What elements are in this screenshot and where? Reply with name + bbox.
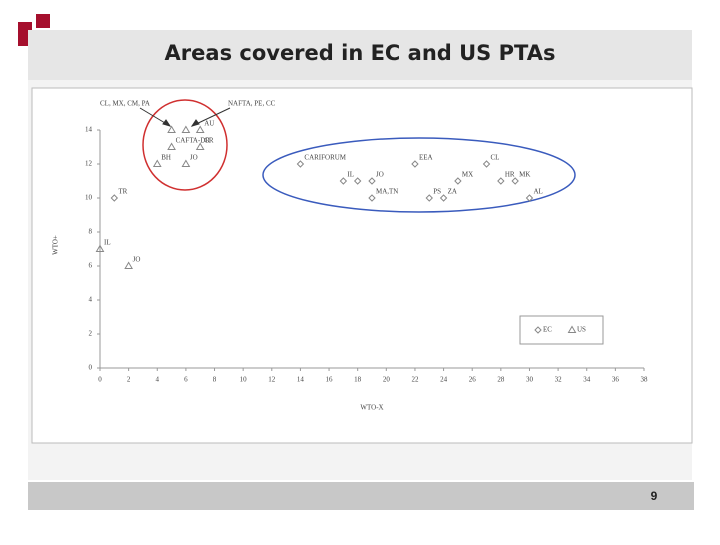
x-tick-label: 22	[411, 376, 419, 384]
point-label: PS	[433, 188, 441, 196]
highlight-ellipse	[142, 99, 228, 191]
point-label: IL	[347, 171, 354, 179]
point-label: EEA	[419, 154, 433, 162]
point-label: MK	[519, 171, 530, 179]
x-tick-label: 2	[127, 376, 131, 384]
diamond-marker	[353, 177, 362, 185]
legend-label: US	[577, 326, 586, 334]
point-label: JO	[376, 171, 384, 179]
diamond-marker	[454, 177, 462, 185]
x-tick-label: 10	[240, 376, 248, 384]
triangle-marker	[195, 125, 205, 133]
point-label: CR	[204, 137, 214, 145]
triangle-marker	[181, 159, 191, 167]
point-label: CL	[491, 154, 500, 162]
point-label: CAFTA-DR	[176, 137, 211, 145]
diamond-marker	[497, 177, 505, 185]
point-label: JO	[133, 256, 141, 264]
x-tick-label: 8	[213, 376, 217, 384]
diamond-marker	[411, 160, 419, 168]
x-tick-label: 38	[641, 376, 649, 384]
x-tick-label: 32	[555, 376, 563, 384]
footer-band	[28, 482, 694, 510]
triangle-marker	[195, 142, 205, 150]
x-tick-label: 34	[583, 376, 591, 384]
x-tick-label: 18	[354, 376, 362, 384]
point-label: JO	[190, 154, 198, 162]
x-axis-label: WTO-X	[360, 404, 383, 412]
y-tick-label: 4	[89, 296, 93, 304]
triangle-marker	[167, 142, 176, 150]
annotation-arrows	[139, 107, 231, 127]
y-axis-label: WTO+	[52, 235, 60, 255]
x-tick-label: 24	[440, 376, 448, 384]
diamond-marker	[534, 326, 542, 334]
diamond-marker	[482, 160, 491, 168]
diamond-marker	[339, 177, 348, 185]
diamond-marker	[525, 194, 534, 202]
point-label: ZA	[448, 188, 457, 196]
point-label: AL	[533, 188, 542, 196]
point-label: TR	[118, 188, 127, 196]
page-number: 9	[651, 489, 658, 503]
point-label: MA,TN	[376, 188, 398, 196]
diamond-marker	[425, 194, 433, 202]
x-tick-label: 30	[526, 376, 534, 384]
y-tick-label: 0	[89, 364, 93, 372]
triangle-marker	[167, 125, 176, 133]
x-tick-label: 14	[297, 376, 305, 384]
x-tick-label: 28	[497, 376, 505, 384]
y-tick-label: 14	[85, 126, 93, 134]
y-tick-label: 12	[85, 160, 93, 168]
annotation: CL, MX, CM, PA	[100, 100, 150, 108]
slide-title: Areas covered in EC and US PTAs	[165, 41, 556, 65]
diamond-marker	[511, 177, 519, 185]
triangle-marker	[152, 159, 162, 167]
y-tick-label: 10	[85, 194, 93, 202]
x-tick-label: 12	[268, 376, 276, 384]
legend-box	[519, 315, 604, 345]
annotation: NAFTA, PE, CC	[228, 100, 276, 108]
triangle-marker	[124, 261, 134, 269]
highlight-ellipse	[262, 137, 576, 213]
x-tick-label: 6	[184, 376, 188, 384]
x-tick-label: 4	[156, 376, 160, 384]
point-label: IL	[104, 239, 111, 247]
legend-label: EC	[543, 326, 552, 334]
triangle-marker	[181, 125, 191, 133]
header-band	[28, 30, 692, 80]
triangle-marker	[567, 325, 577, 333]
y-tick-label: 2	[89, 330, 93, 338]
x-tick-label: 26	[469, 376, 477, 384]
point-label: MX	[462, 171, 473, 179]
diamond-marker	[439, 194, 448, 202]
diamond-marker	[110, 194, 119, 202]
x-tick-label: 0	[98, 376, 102, 384]
point-label: CARIFORUM	[304, 154, 346, 162]
diamond-marker	[368, 177, 376, 185]
point-label: AU	[204, 120, 214, 128]
point-label: HR	[505, 171, 515, 179]
y-tick-label: 8	[89, 228, 93, 236]
triangle-marker	[95, 244, 105, 252]
point-label: BH	[161, 154, 171, 162]
x-tick-label: 16	[326, 376, 334, 384]
diamond-marker	[296, 160, 305, 168]
chart-frame	[31, 87, 693, 444]
x-tick-label: 20	[383, 376, 391, 384]
y-tick-label: 6	[89, 262, 93, 270]
x-tick-label: 36	[612, 376, 620, 384]
diamond-marker	[368, 194, 376, 202]
